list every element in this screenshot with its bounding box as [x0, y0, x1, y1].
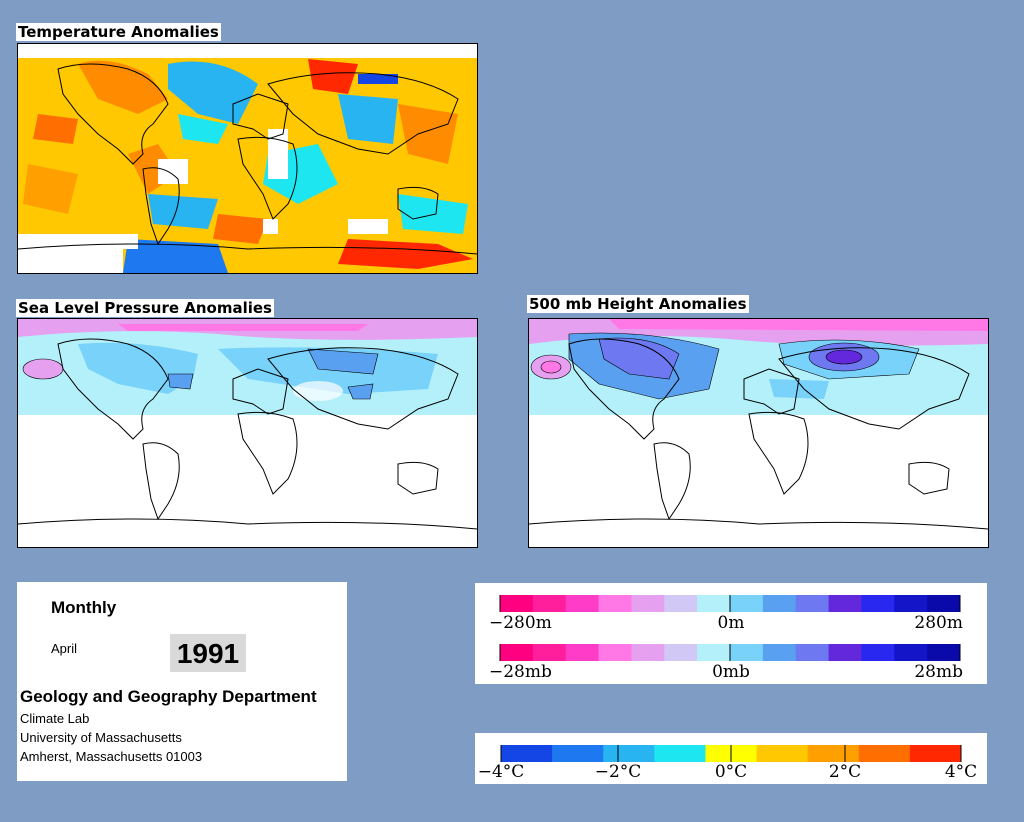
height-colorbar: [499, 595, 961, 612]
colorbar-segment: [603, 745, 655, 762]
colorbar-segment: [730, 595, 764, 612]
pressure-label-zero: 0mb: [712, 662, 750, 682]
department-label: Geology and Geography Department: [20, 687, 317, 706]
colorbar-segment: [532, 595, 567, 612]
colorbar-segment: [532, 644, 567, 661]
height-contours: [529, 319, 988, 415]
colorbar-segment: [552, 745, 604, 762]
colorbar-segment: [894, 644, 928, 661]
temperature-missing-data: [18, 129, 388, 273]
colorbar-segment: [730, 644, 764, 661]
colorbar-segment: [664, 595, 698, 612]
year-label: 1991: [170, 634, 246, 672]
height-pressure-legend: −280m 0m 280m −28mb 0mb 28mb: [475, 583, 987, 684]
colorbar-segment: [631, 644, 665, 661]
coastline: [18, 338, 477, 530]
colorbar-segment: [828, 595, 862, 612]
colorbar-segment: [664, 644, 698, 661]
colorbar-segment: [654, 745, 706, 762]
colorbar-segment: [762, 595, 797, 612]
colorbar-segment: [894, 595, 928, 612]
colorbar-segment: [565, 595, 600, 612]
university-label: University of Massachusetts: [20, 730, 182, 745]
colorbar-segment: [697, 595, 731, 612]
colorbar-segment: [795, 595, 830, 612]
slp-contours: [18, 319, 477, 415]
height-label-max: 280m: [914, 613, 963, 633]
colorbar-segment: [807, 745, 860, 762]
colorbar-segment: [598, 595, 632, 612]
temperature-cold-patches: [123, 61, 468, 273]
temperature-title: Temperature Anomalies: [16, 23, 221, 41]
height-label-min: −280m: [489, 613, 552, 633]
height-label-zero: 0m: [718, 613, 745, 633]
temp-label-2: 2°C: [829, 762, 861, 782]
slp-title: Sea Level Pressure Anomalies: [16, 299, 274, 317]
temp-label-4: 4°C: [945, 762, 977, 782]
colorbar-segment: [500, 595, 534, 612]
coastline: [529, 338, 988, 530]
colorbar-segment: [631, 595, 665, 612]
colorbar-segment: [762, 644, 797, 661]
height500-map: [528, 318, 989, 548]
temp-label-minus2: −2°C: [595, 762, 642, 782]
temp-label-0: 0°C: [715, 762, 747, 782]
colorbar-segment: [795, 644, 830, 661]
slp-map: [17, 318, 478, 548]
temperature-warm-patches: [18, 44, 477, 269]
period-label: Monthly: [51, 598, 117, 617]
colorbar-segment: [927, 595, 961, 612]
address-label: Amherst, Massachusetts 01003: [20, 749, 203, 764]
colorbar-segment: [861, 644, 895, 661]
lab-label: Climate Lab: [20, 711, 90, 726]
pressure-label-min: −28mb: [489, 662, 552, 682]
temperature-map: [17, 43, 478, 274]
info-box: Monthly April 1991 Geology and Geography…: [17, 582, 347, 781]
colorbar-segment: [501, 745, 553, 762]
colorbar-segment: [500, 644, 534, 661]
colorbar-segment: [828, 644, 862, 661]
colorbar-segment: [598, 644, 632, 661]
colorbar-segment: [565, 644, 600, 661]
temperature-legend: −4°C −2°C 0°C 2°C 4°C: [475, 733, 987, 784]
coastline: [18, 63, 477, 255]
colorbar-segment: [909, 745, 962, 762]
colorbar-segment: [927, 644, 961, 661]
height500-title: 500 mb Height Anomalies: [527, 295, 749, 313]
colorbar-segment: [697, 644, 731, 661]
colorbar-segment: [756, 745, 809, 762]
pressure-label-max: 28mb: [914, 662, 963, 682]
month-label: April: [51, 641, 78, 656]
temperature-colorbar: [500, 745, 962, 762]
pressure-colorbar: [499, 644, 961, 661]
colorbar-segment: [858, 745, 911, 762]
temp-label-minus4: −4°C: [478, 762, 525, 782]
colorbar-segment: [861, 595, 895, 612]
